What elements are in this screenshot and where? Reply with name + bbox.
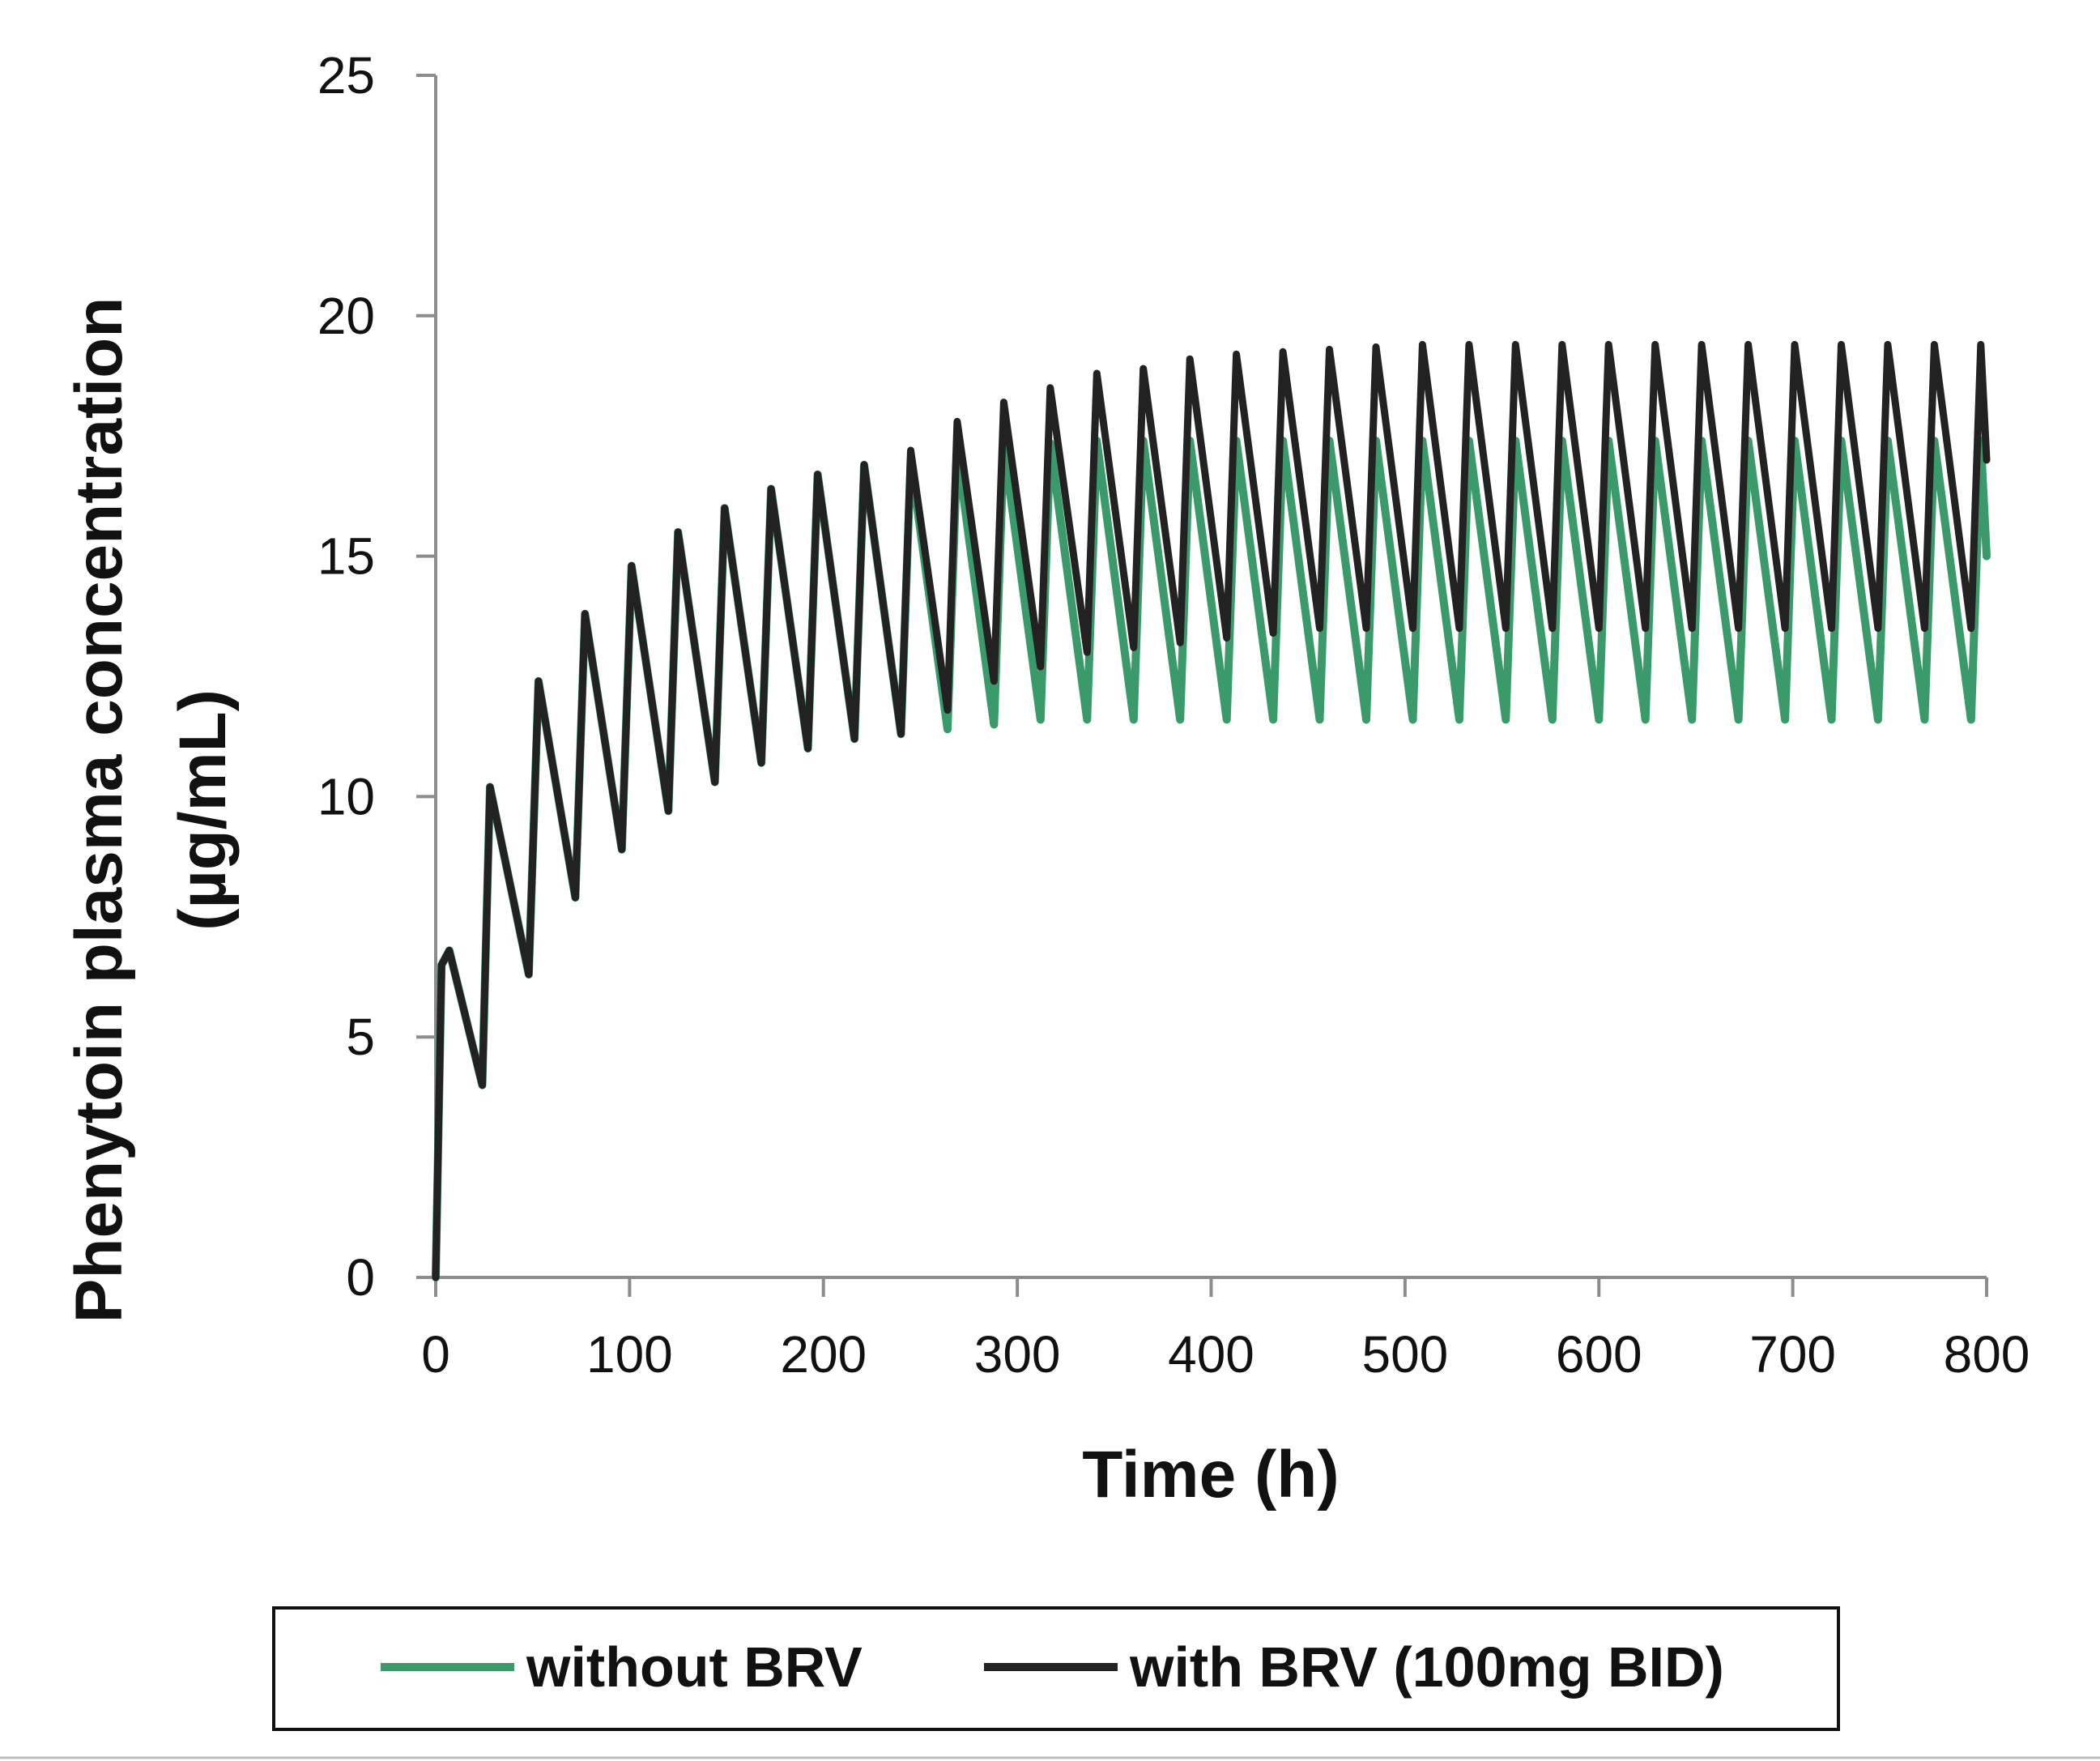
y-axis-title-line1: Phenytoin plasma concentration: [62, 297, 136, 1324]
y-tick-label: 0: [346, 1248, 375, 1307]
y-axis: 0 5 10 15 20 25: [317, 46, 437, 1307]
legend-label-without-brv: without BRV: [526, 1635, 863, 1699]
x-axis: 0 100 200 300 400 500 600 700 800: [421, 1276, 2030, 1384]
y-tick-label: 5: [346, 1008, 375, 1066]
x-tick-label: 700: [1749, 1325, 1836, 1384]
x-tick-label: 300: [974, 1325, 1061, 1384]
x-tick-label: 400: [1168, 1325, 1254, 1384]
y-tick-label: 10: [317, 767, 375, 825]
y-tick-label: 20: [317, 287, 375, 345]
plot-lines: [432, 340, 1991, 1281]
y-tick-label: 25: [317, 46, 375, 104]
series-line-without-brv: [432, 437, 1991, 1281]
legend-label-with-brv: with BRV (100mg BID): [1129, 1635, 1724, 1699]
x-tick-label: 600: [1556, 1325, 1642, 1384]
x-axis-title: Time (h): [1082, 1438, 1339, 1512]
series-line-with-brv: [432, 340, 1991, 1281]
x-tick-label: 800: [1944, 1325, 2030, 1384]
legend: without BRV with BRV (100mg BID): [272, 1606, 1840, 1731]
y-axis-title-line2: (µg/mL): [166, 689, 240, 931]
y-tick-label: 15: [317, 527, 375, 586]
x-tick-label: 200: [780, 1325, 867, 1384]
x-tick-label: 0: [421, 1325, 450, 1384]
y-axis-title: Phenytoin plasma concentration (µg/mL): [62, 297, 240, 1324]
x-tick-label: 100: [586, 1325, 673, 1384]
x-tick-label: 500: [1361, 1325, 1448, 1384]
